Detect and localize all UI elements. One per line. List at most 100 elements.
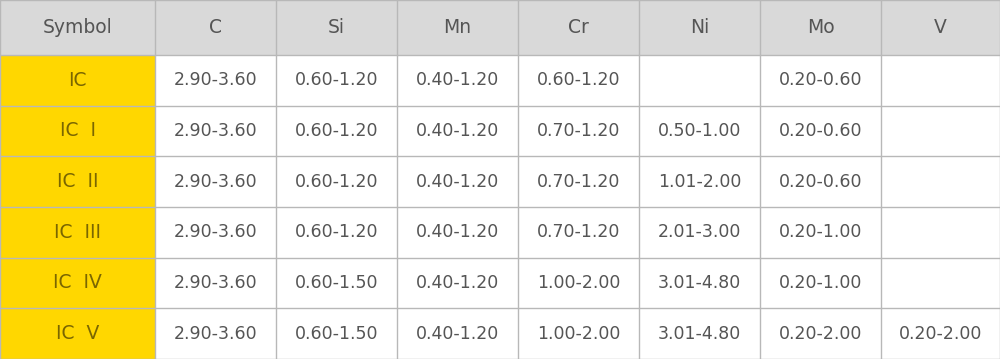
Text: Cr: Cr — [568, 18, 589, 37]
Bar — [881, 106, 1000, 156]
Bar — [760, 308, 881, 359]
Bar — [397, 258, 518, 308]
Text: 0.70-1.20: 0.70-1.20 — [537, 223, 620, 241]
Bar — [155, 207, 276, 258]
Text: 0.20-1.00: 0.20-1.00 — [779, 223, 862, 241]
Text: Symbol: Symbol — [43, 18, 112, 37]
Bar — [276, 0, 397, 55]
Bar — [518, 55, 639, 106]
Bar — [760, 55, 881, 106]
Text: 0.60-1.50: 0.60-1.50 — [295, 274, 378, 292]
Bar — [760, 156, 881, 207]
Bar — [0, 258, 155, 308]
Text: 2.90-3.60: 2.90-3.60 — [174, 223, 257, 241]
Bar — [518, 0, 639, 55]
Bar — [397, 156, 518, 207]
Bar — [0, 207, 155, 258]
Bar — [760, 106, 881, 156]
Text: Ni: Ni — [690, 18, 709, 37]
Bar — [397, 207, 518, 258]
Bar — [155, 55, 276, 106]
Bar — [518, 156, 639, 207]
Text: 0.60-1.50: 0.60-1.50 — [295, 325, 378, 343]
Bar — [881, 55, 1000, 106]
Text: 0.60-1.20: 0.60-1.20 — [295, 122, 378, 140]
Bar — [881, 308, 1000, 359]
Text: IC: IC — [68, 71, 87, 90]
Bar — [155, 156, 276, 207]
Bar — [0, 55, 155, 106]
Bar — [518, 258, 639, 308]
Text: 0.20-1.00: 0.20-1.00 — [779, 274, 862, 292]
Bar — [397, 0, 518, 55]
Bar — [760, 207, 881, 258]
Text: IC  III: IC III — [54, 223, 101, 242]
Bar — [881, 258, 1000, 308]
Text: IC  V: IC V — [56, 324, 99, 343]
Bar — [0, 308, 155, 359]
Text: 2.90-3.60: 2.90-3.60 — [174, 71, 257, 89]
Text: IC  II: IC II — [57, 172, 98, 191]
Bar — [760, 258, 881, 308]
Bar — [639, 0, 760, 55]
Bar — [639, 156, 760, 207]
Text: 1.00-2.00: 1.00-2.00 — [537, 325, 620, 343]
Text: 0.20-0.60: 0.20-0.60 — [779, 173, 862, 191]
Bar — [276, 207, 397, 258]
Text: 1.00-2.00: 1.00-2.00 — [537, 274, 620, 292]
Bar — [0, 106, 155, 156]
Bar — [518, 308, 639, 359]
Bar — [639, 55, 760, 106]
Bar — [639, 308, 760, 359]
Text: 2.90-3.60: 2.90-3.60 — [174, 173, 257, 191]
Bar — [155, 258, 276, 308]
Text: 0.70-1.20: 0.70-1.20 — [537, 173, 620, 191]
Text: IC  I: IC I — [60, 121, 96, 140]
Text: 2.90-3.60: 2.90-3.60 — [174, 325, 257, 343]
Text: 0.20-0.60: 0.20-0.60 — [779, 122, 862, 140]
Bar — [881, 0, 1000, 55]
Bar — [276, 55, 397, 106]
Text: 0.40-1.20: 0.40-1.20 — [416, 71, 499, 89]
Text: 0.70-1.20: 0.70-1.20 — [537, 122, 620, 140]
Text: 2.90-3.60: 2.90-3.60 — [174, 274, 257, 292]
Text: 2.01-3.00: 2.01-3.00 — [658, 223, 741, 241]
Bar — [276, 106, 397, 156]
Text: 3.01-4.80: 3.01-4.80 — [658, 325, 741, 343]
Bar — [760, 0, 881, 55]
Bar — [155, 106, 276, 156]
Bar — [518, 106, 639, 156]
Bar — [639, 258, 760, 308]
Text: V: V — [934, 18, 947, 37]
Text: 1.01-2.00: 1.01-2.00 — [658, 173, 741, 191]
Bar — [276, 308, 397, 359]
Text: Mo: Mo — [807, 18, 834, 37]
Text: 0.60-1.20: 0.60-1.20 — [295, 71, 378, 89]
Bar — [397, 55, 518, 106]
Text: 0.60-1.20: 0.60-1.20 — [537, 71, 620, 89]
Text: 0.40-1.20: 0.40-1.20 — [416, 325, 499, 343]
Bar — [639, 207, 760, 258]
Text: 2.90-3.60: 2.90-3.60 — [174, 122, 257, 140]
Text: 0.40-1.20: 0.40-1.20 — [416, 274, 499, 292]
Text: Si: Si — [328, 18, 345, 37]
Text: 0.50-1.00: 0.50-1.00 — [658, 122, 741, 140]
Bar — [0, 156, 155, 207]
Bar — [155, 308, 276, 359]
Bar — [518, 207, 639, 258]
Bar — [639, 106, 760, 156]
Bar — [881, 207, 1000, 258]
Text: 0.20-2.00: 0.20-2.00 — [779, 325, 862, 343]
Text: 0.20-0.60: 0.20-0.60 — [779, 71, 862, 89]
Bar — [0, 0, 155, 55]
Text: 3.01-4.80: 3.01-4.80 — [658, 274, 741, 292]
Bar — [881, 156, 1000, 207]
Bar — [155, 0, 276, 55]
Text: IC  IV: IC IV — [53, 274, 102, 293]
Text: 0.40-1.20: 0.40-1.20 — [416, 173, 499, 191]
Text: 0.60-1.20: 0.60-1.20 — [295, 173, 378, 191]
Bar — [276, 258, 397, 308]
Bar — [397, 106, 518, 156]
Text: 0.40-1.20: 0.40-1.20 — [416, 223, 499, 241]
Text: 0.60-1.20: 0.60-1.20 — [295, 223, 378, 241]
